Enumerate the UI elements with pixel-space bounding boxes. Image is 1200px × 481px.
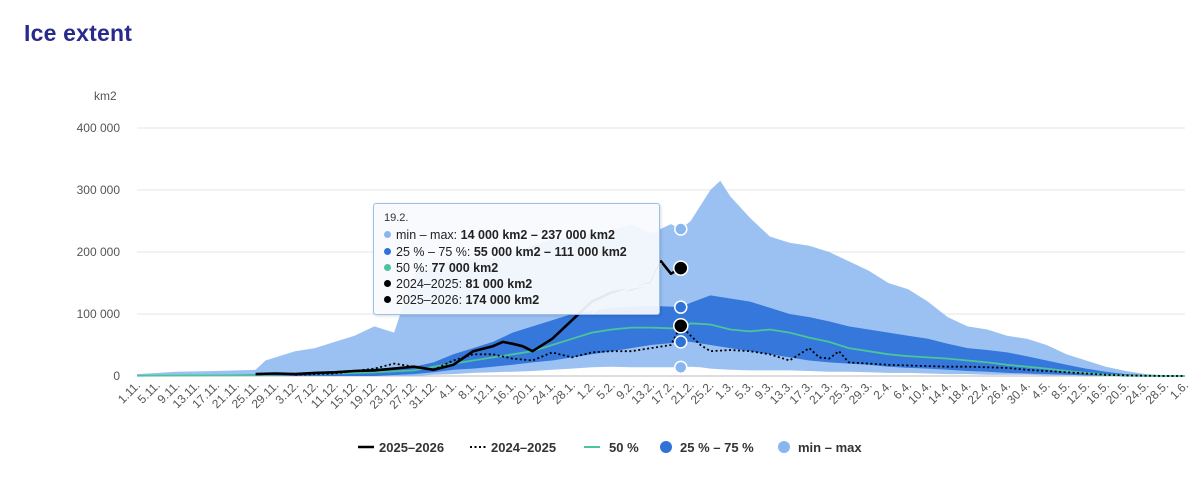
legend-item-minmax[interactable]: min – max: [778, 440, 862, 455]
tooltip-dot: [384, 248, 391, 255]
x-tick-label: 1.6.: [1167, 378, 1191, 402]
tooltip-row-iqr: 25 % – 75 %: 55 000 km2 – 111 000 km2: [384, 245, 627, 259]
x-tick-label: 1.3.: [712, 378, 736, 402]
hover-marker: [673, 318, 689, 334]
x-tick-label: 5.3.: [732, 378, 756, 402]
legend-label: 2025–2026: [379, 440, 444, 455]
y-axis-unit-label: km2: [94, 89, 117, 103]
tooltip-row-season-current: 2025–2026: 174 000 km2: [384, 293, 539, 307]
tooltip-dot: [384, 280, 391, 287]
y-tick-label: 100 000: [77, 307, 121, 321]
legend-label: 50 %: [609, 440, 639, 455]
legend[interactable]: 2025–2026 2024–2025 50 % 25 % – 75 % min…: [358, 440, 862, 455]
hover-markers: [673, 222, 689, 375]
legend-label: min – max: [798, 440, 862, 455]
legend-item-median[interactable]: 50 %: [584, 440, 639, 455]
legend-swatch-dot-minmax: [778, 441, 790, 453]
legend-item-2025-2026[interactable]: 2025–2026: [358, 440, 444, 455]
tooltip-label: 25 % – 75 %:: [396, 245, 471, 259]
tooltip-row-minmax: min – max: 14 000 km2 – 237 000 km2: [384, 228, 615, 242]
tooltip-dot: [384, 296, 391, 303]
tooltip: 19.2. min – max: 14 000 km2 – 237 000 km…: [373, 203, 660, 315]
x-tick-label: 2.4.: [870, 378, 894, 402]
legend-swatch-dot-iqr: [660, 441, 672, 453]
y-tick-label: 300 000: [77, 183, 121, 197]
page-title: Ice extent: [24, 20, 133, 46]
hover-marker: [674, 222, 688, 236]
tooltip-value: 77 000 km2: [431, 261, 499, 275]
legend-item-iqr[interactable]: 25 % – 75 %: [660, 440, 754, 455]
tooltip-row-median: 50 %: 77 000 km2: [384, 261, 498, 275]
tooltip-dot: [384, 231, 391, 238]
x-tick-label: 5.2.: [594, 378, 618, 402]
tooltip-dot: [384, 264, 391, 271]
minmax-band[interactable]: [137, 180, 1185, 376]
band-areas[interactable]: [137, 180, 1185, 376]
tooltip-value: 174 000 km2: [465, 293, 540, 307]
legend-label: 25 % – 75 %: [680, 440, 754, 455]
y-axis-ticks: 0 100 000 200 000 300 000 400 000: [77, 121, 121, 383]
iqr-band[interactable]: [137, 295, 1185, 376]
hover-marker: [674, 300, 688, 314]
legend-item-2024-2025[interactable]: 2024–2025: [470, 440, 556, 455]
x-axis-ticks: 1.11.5.11.9.11.13.11.17.11.21.11.25.11.2…: [115, 378, 1191, 411]
tooltip-value: 14 000 km2 – 237 000 km2: [460, 228, 615, 242]
hover-marker: [674, 335, 688, 349]
y-tick-label: 200 000: [77, 245, 121, 259]
tooltip-label: 2025–2026:: [396, 293, 463, 307]
x-tick-label: 4.1.: [435, 378, 459, 402]
tooltip-label: 50 %:: [396, 261, 428, 275]
tooltip-value: 55 000 km2 – 111 000 km2: [473, 245, 627, 259]
x-tick-label: 4.5.: [1029, 378, 1053, 402]
legend-label: 2024–2025: [491, 440, 556, 455]
tooltip-label: 2024–2025:: [396, 277, 463, 291]
hover-marker: [673, 260, 689, 276]
median-line[interactable]: [136, 322, 1185, 377]
tooltip-label: min – max:: [396, 228, 458, 242]
x-tick-label: 1.2.: [574, 378, 598, 402]
y-tick-label: 0: [113, 369, 120, 383]
y-tick-label: 400 000: [77, 121, 121, 135]
tooltip-date: 19.2.: [384, 212, 409, 224]
tooltip-row-season-previous: 2024–2025: 81 000 km2: [384, 277, 532, 291]
hover-marker: [674, 360, 688, 375]
tooltip-value: 81 000 km2: [465, 277, 533, 291]
